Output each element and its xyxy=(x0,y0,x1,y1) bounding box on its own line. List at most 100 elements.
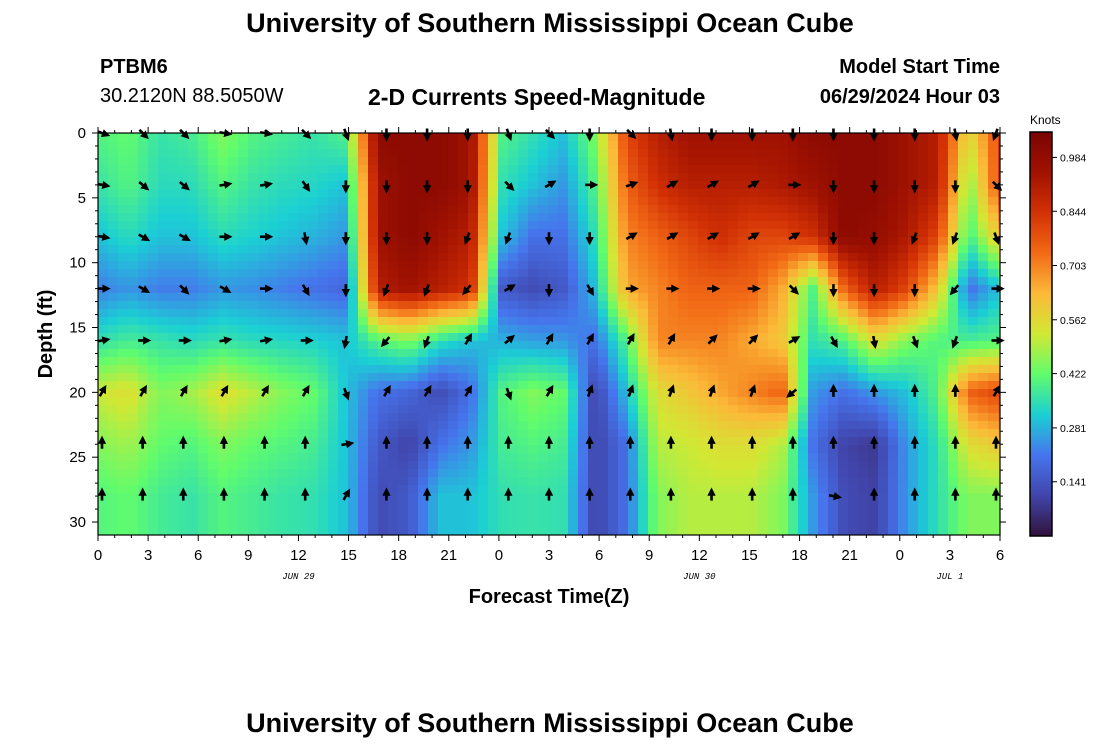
heatmap-cell xyxy=(618,253,629,262)
heatmap-cell xyxy=(378,501,389,510)
heatmap-cell xyxy=(228,261,239,270)
heatmap-cell xyxy=(208,341,219,350)
current-arrow xyxy=(951,232,960,245)
heatmap-cell xyxy=(368,533,379,536)
heatmap-cell xyxy=(708,493,719,502)
heatmap-cell xyxy=(778,461,789,470)
heatmap-cell xyxy=(878,213,889,222)
heatmap-cell xyxy=(288,445,299,454)
heatmap-cell xyxy=(658,197,669,206)
heatmap-cell xyxy=(968,277,979,286)
heatmap-cell xyxy=(108,197,119,206)
heatmap-cell xyxy=(718,205,729,214)
heatmap-cell xyxy=(968,197,979,206)
heatmap-cell xyxy=(418,397,429,406)
heatmap-cell xyxy=(118,469,129,478)
current-arrow xyxy=(301,232,310,246)
heatmap-cell xyxy=(548,517,559,526)
heatmap-cell xyxy=(378,373,389,382)
heatmap-cell xyxy=(778,245,789,254)
heatmap-cell xyxy=(778,405,789,414)
heatmap-cell xyxy=(328,357,339,366)
heatmap-cell xyxy=(808,293,819,302)
heatmap-cell xyxy=(368,237,379,246)
heatmap-cell xyxy=(928,349,939,358)
heatmap-cell xyxy=(168,317,179,326)
heatmap-cell xyxy=(568,533,579,536)
heatmap-cell xyxy=(398,229,409,238)
heatmap-cell xyxy=(928,245,939,254)
heatmap-cell xyxy=(658,485,669,494)
heatmap-cell xyxy=(148,485,159,494)
heatmap-cell xyxy=(758,189,769,198)
heatmap-cell xyxy=(188,157,199,166)
heatmap-cell xyxy=(408,205,419,214)
heatmap-cell xyxy=(428,437,439,446)
heatmap-cell xyxy=(748,301,759,310)
heatmap-cell xyxy=(888,445,899,454)
heatmap-cell xyxy=(428,373,439,382)
heatmap-cell xyxy=(258,445,269,454)
heatmap-cell xyxy=(298,453,309,462)
heatmap-cell xyxy=(218,461,229,470)
heatmap-cell xyxy=(178,221,189,230)
heatmap-cell xyxy=(618,501,629,510)
heatmap-cell xyxy=(448,437,459,446)
heatmap-cell xyxy=(878,141,889,150)
heatmap-cell xyxy=(178,213,189,222)
heatmap-cell xyxy=(538,229,549,238)
heatmap-cell xyxy=(898,301,909,310)
heatmap-cell xyxy=(678,397,689,406)
heatmap-cell xyxy=(738,533,749,536)
current-arrow xyxy=(464,384,473,397)
heatmap-cell xyxy=(358,413,369,422)
heatmap-cell xyxy=(518,405,529,414)
heatmap-cell xyxy=(628,349,639,358)
heatmap-cell xyxy=(318,277,329,286)
heatmap-cell xyxy=(568,269,579,278)
heatmap-cell xyxy=(108,373,119,382)
heatmap-cell xyxy=(468,269,479,278)
heatmap-cell xyxy=(878,357,889,366)
heatmap-cell xyxy=(978,157,989,166)
heatmap-cell xyxy=(298,421,309,430)
heatmap-cell xyxy=(818,477,829,486)
heatmap-cell xyxy=(728,221,739,230)
heatmap-cell xyxy=(278,533,289,536)
heatmap-cell xyxy=(438,229,449,238)
heatmap-cell xyxy=(558,341,569,350)
heatmap-cell xyxy=(768,357,779,366)
heatmap-cell xyxy=(438,493,449,502)
heatmap-cell xyxy=(898,373,909,382)
heatmap-cell xyxy=(398,477,409,486)
heatmap-cell xyxy=(948,421,959,430)
heatmap-cell xyxy=(258,517,269,526)
heatmap-cell xyxy=(808,245,819,254)
heatmap-cell xyxy=(398,173,409,182)
heatmap-cell xyxy=(808,149,819,158)
heatmap-cell xyxy=(318,333,329,342)
heatmap-cell xyxy=(748,501,759,510)
heatmap-cell xyxy=(518,349,529,358)
heatmap-cell xyxy=(568,437,579,446)
heatmap-cell xyxy=(888,429,899,438)
heatmap-cell xyxy=(108,229,119,238)
heatmap-cell xyxy=(768,509,779,518)
heatmap-cell xyxy=(588,373,599,382)
heatmap-cell xyxy=(648,189,659,198)
heatmap-cell xyxy=(288,317,299,326)
heatmap-cell xyxy=(538,413,549,422)
heatmap-cell xyxy=(898,205,909,214)
heatmap-cell xyxy=(788,245,799,254)
heatmap-cell xyxy=(948,301,959,310)
heatmap-cell xyxy=(928,485,939,494)
heatmap-cell xyxy=(438,389,449,398)
heatmap-cell xyxy=(608,325,619,334)
heatmap-cell xyxy=(228,525,239,534)
heatmap-cell xyxy=(798,373,809,382)
heatmap-cell xyxy=(298,349,309,358)
heatmap-cell xyxy=(958,533,969,536)
heatmap-cell xyxy=(668,149,679,158)
heatmap-cell xyxy=(938,469,949,478)
heatmap-cell xyxy=(648,397,659,406)
